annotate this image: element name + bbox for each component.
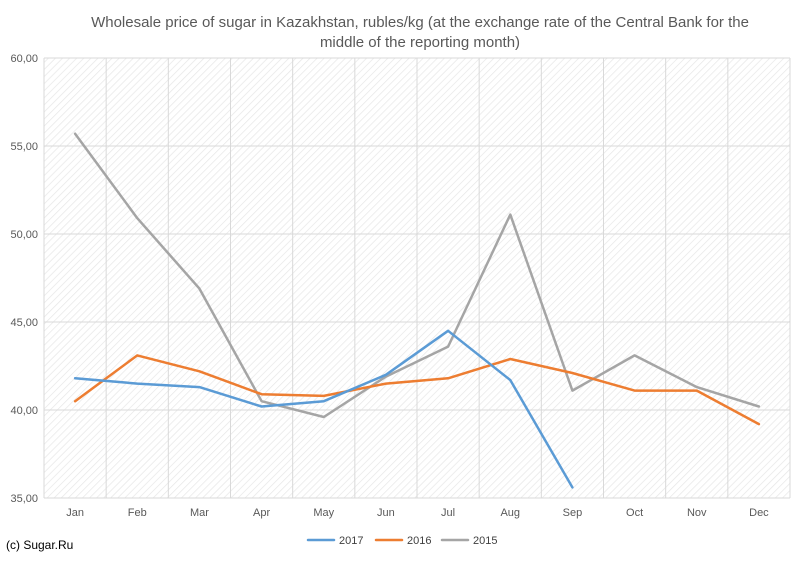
- x-tick-label: Jul: [441, 507, 455, 519]
- x-tick-label: Mar: [190, 507, 209, 519]
- y-tick-label: 60,00: [10, 53, 38, 65]
- legend-label-2016: 2016: [407, 535, 431, 547]
- gridlines: [43, 57, 791, 499]
- x-tick-label: Dec: [749, 507, 769, 519]
- x-tick-label: Oct: [626, 507, 643, 519]
- y-tick-label: 50,00: [10, 229, 38, 241]
- series-line-2017: [73, 329, 574, 489]
- y-axis-ticks: 35,00 40,00 45,00 50,00 55,00 60,00: [10, 53, 38, 505]
- x-tick-label: Jun: [377, 507, 395, 519]
- series-line-2015: [73, 132, 761, 419]
- y-tick-label: 40,00: [10, 405, 38, 417]
- series-lines: [73, 132, 761, 489]
- x-tick-label: May: [313, 507, 334, 519]
- series-line-2016: [73, 354, 761, 426]
- y-tick-label: 35,00: [10, 493, 38, 505]
- y-tick-label: 55,00: [10, 141, 38, 153]
- chart-title-line: middle of the reporting month): [320, 34, 520, 51]
- legend: 2017 2016 2015: [306, 535, 497, 547]
- y-tick-label: 45,00: [10, 317, 38, 329]
- legend-label-2015: 2015: [473, 535, 497, 547]
- x-tick-label: Aug: [500, 507, 520, 519]
- chart-title: Wholesale price of sugar in Kazakhstan, …: [91, 14, 749, 51]
- x-axis-ticks: Jan Feb Mar Apr May Jun Jul Aug Sep Oct Nov Dec: [66, 507, 769, 519]
- chart-title-line: Wholesale price of sugar in Kazakhstan, …: [91, 14, 749, 31]
- legend-label-2017: 2017: [339, 535, 363, 547]
- x-tick-label: Jan: [66, 507, 84, 519]
- x-tick-label: Nov: [687, 507, 707, 519]
- x-tick-label: Apr: [253, 507, 270, 519]
- x-tick-label: Feb: [128, 507, 147, 519]
- credit-label: (c) Sugar.Ru: [6, 538, 73, 552]
- x-tick-label: Sep: [563, 507, 583, 519]
